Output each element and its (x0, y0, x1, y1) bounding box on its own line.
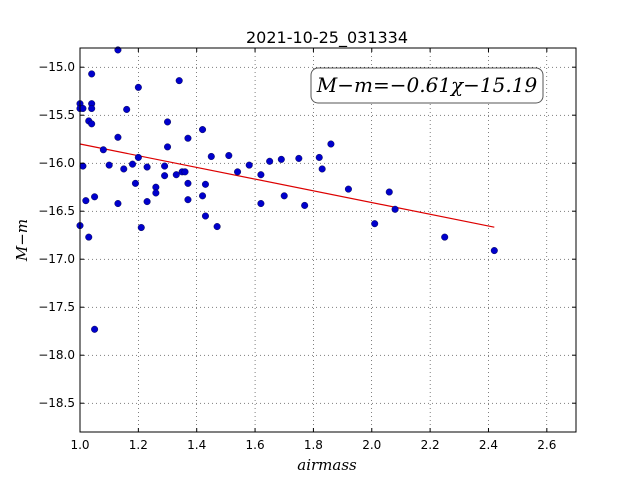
data-points (76, 46, 498, 333)
data-point (172, 171, 180, 179)
y-tick-label: −16.5 (38, 204, 75, 218)
tick-layer: 1.0 1.2 1.4 1.6 1.8 2.0 2.2 2.4 2.6 −15.0 −15.5 −16… (38, 48, 576, 452)
data-point (143, 198, 151, 206)
data-point (201, 180, 209, 188)
annotation-frame (310, 67, 544, 104)
data-point (184, 196, 192, 204)
data-point (99, 146, 107, 154)
data-point (134, 83, 142, 91)
y-tick-label: −15.5 (38, 108, 75, 122)
data-point (199, 126, 207, 134)
data-point (301, 201, 309, 209)
data-point (164, 143, 172, 151)
grid-layer (80, 48, 576, 432)
data-point (385, 188, 393, 196)
data-point (181, 168, 189, 176)
data-point (207, 152, 215, 160)
data-point (490, 247, 498, 255)
data-point (318, 165, 326, 173)
data-point (137, 224, 145, 232)
y-axis-label: M−m (13, 219, 31, 262)
data-point (105, 161, 113, 169)
data-point (327, 140, 335, 148)
data-point (131, 179, 139, 187)
data-point (184, 179, 192, 187)
data-point (213, 223, 221, 231)
data-point (88, 104, 96, 112)
data-point (143, 163, 151, 171)
data-point (266, 157, 274, 165)
plot-area-frame (79, 47, 577, 433)
x-tick-label: 1.2 (129, 438, 148, 452)
data-point (280, 192, 288, 200)
data-point (79, 162, 87, 170)
data-point (82, 197, 90, 205)
data-point (277, 155, 285, 163)
data-point (164, 118, 172, 126)
y-tick-label: −17.0 (38, 252, 75, 266)
x-tick-label: 1.0 (70, 438, 89, 452)
data-point (88, 70, 96, 78)
x-tick-label: 2.4 (479, 438, 498, 452)
fit-equation: M−m=−0.61χ−15.19 (316, 73, 538, 97)
data-point (161, 172, 169, 180)
data-point (120, 165, 128, 173)
data-point (344, 185, 352, 193)
x-tick-label: 1.8 (304, 438, 323, 452)
x-tick-label: 1.4 (187, 438, 206, 452)
data-point (91, 193, 99, 201)
data-point (79, 104, 87, 112)
data-point (88, 120, 96, 128)
y-tick-label: −18.5 (38, 396, 75, 410)
data-point (371, 220, 379, 228)
x-tick-label: 2.2 (421, 438, 440, 452)
y-tick-label: −18.0 (38, 348, 75, 362)
fit-line (79, 143, 495, 228)
data-point (234, 168, 242, 176)
data-point (134, 153, 142, 161)
data-point (129, 160, 137, 168)
data-point (123, 105, 131, 113)
data-point (152, 189, 160, 197)
x-tick-label: 2.6 (537, 438, 556, 452)
data-point (245, 161, 253, 169)
data-point (85, 233, 93, 241)
y-tick-label: −17.5 (38, 300, 75, 314)
data-point (184, 134, 192, 142)
x-tick-label: 1.6 (246, 438, 265, 452)
data-point (201, 212, 209, 220)
fit-layer (79, 143, 495, 228)
data-point (257, 171, 265, 179)
data-point (114, 200, 122, 208)
data-point (199, 192, 207, 200)
data-point (441, 233, 449, 241)
chart-title: 2021-10-25_031334 (246, 28, 408, 48)
data-point (161, 162, 169, 170)
y-tick-label: −15.0 (38, 60, 75, 74)
y-tick-label: −16.0 (38, 156, 75, 170)
data-point (91, 325, 99, 333)
x-tick-label: 2.0 (362, 438, 381, 452)
data-point (114, 133, 122, 141)
data-point (315, 153, 323, 161)
data-point (257, 200, 265, 208)
data-point (225, 152, 233, 160)
data-point (175, 77, 183, 85)
x-axis-label: airmass (297, 456, 357, 474)
fit-annotation-box: M−m=−0.61χ−15.19 (310, 67, 544, 104)
data-point (295, 154, 303, 162)
data-point (391, 205, 399, 213)
